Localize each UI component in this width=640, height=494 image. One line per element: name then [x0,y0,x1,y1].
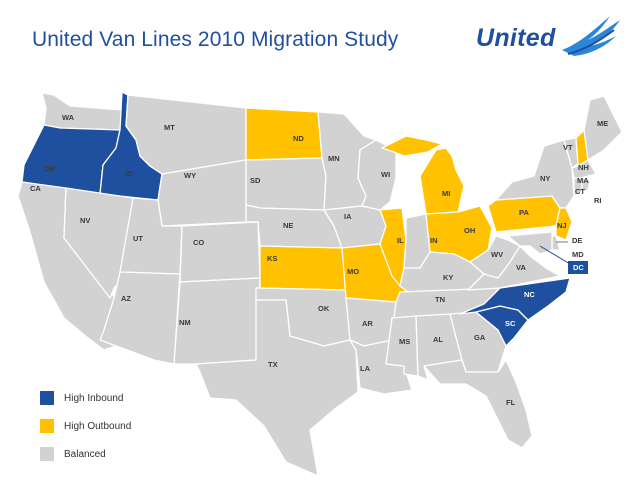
label-ND: ND [293,134,304,143]
label-DE: DE [572,236,582,245]
label-NC: NC [524,290,535,299]
label-IA: IA [344,212,352,221]
label-MD: MD [572,250,584,259]
label-RI: RI [594,196,602,205]
label-OR: OR [44,164,56,173]
label-WY: WY [184,171,196,180]
state-DC [568,261,588,274]
label-TN: TN [435,295,445,304]
state-RI [581,177,591,193]
state-KS [259,245,347,291]
legend-item-inbound: High Inbound [40,384,131,412]
label-SD: SD [250,176,261,185]
state-CO [179,221,261,283]
label-PA: PA [519,208,529,217]
label-SC: SC [505,319,516,328]
state-WA [41,92,123,131]
state-DE [551,235,561,251]
label-WA: WA [62,113,75,122]
label-NY: NY [540,174,550,183]
label-DC: DC [573,263,584,272]
legend-swatch [40,447,54,461]
label-WI: WI [381,170,390,179]
label-NJ: NJ [557,221,567,230]
label-MA: MA [577,176,589,185]
state-WY [157,159,247,227]
label-LA: LA [360,364,371,373]
label-NM: NM [179,318,191,327]
state-NJ [555,207,573,241]
label-MS: MS [399,337,410,346]
legend-swatch [40,391,54,405]
label-VT: VT [563,143,573,152]
state-NC [459,277,571,321]
label-MI: MI [442,189,450,198]
legend-swatch [40,419,54,433]
state-MD [507,231,553,255]
label-GA: GA [474,333,486,342]
label-AL: AL [433,335,443,344]
label-CA: CA [30,184,41,193]
label-KY: KY [443,273,453,282]
state-ME [583,95,623,161]
label-CT: CT [575,187,585,196]
label-MO: MO [347,267,359,276]
legend-label: High Inbound [64,392,124,404]
legend-item-outbound: High Outbound [40,412,131,440]
legend-label: High Outbound [64,420,132,432]
state-WI [357,139,397,211]
label-MN: MN [328,154,340,163]
label-ME: ME [597,119,608,128]
label-NH: NH [578,163,589,172]
state-MI-UP [381,135,443,157]
map-title: United Van Lines 2010 Migration Study [32,28,399,51]
label-TX: TX [268,360,278,369]
label-VA: VA [516,263,526,272]
eagle-wing-icon [562,16,620,56]
state-TX [195,299,359,477]
label-AZ: AZ [121,294,131,303]
state-FL [423,359,533,449]
state-LA [349,339,413,395]
state-MI [419,147,465,215]
label-OK: OK [318,304,330,313]
label-FL: FL [506,398,516,407]
label-ID: ID [125,169,133,178]
label-CO: CO [193,238,204,247]
dc-leader-line [539,245,571,265]
logo-wordmark: United [476,24,556,52]
label-OH: OH [464,226,475,235]
label-MT: MT [164,123,175,132]
label-WV: WV [491,250,503,259]
label-KS: KS [267,254,277,263]
label-IN: IN [430,236,438,245]
label-AR: AR [362,319,373,328]
label-NV: NV [80,216,90,225]
label-NE: NE [283,221,293,230]
state-ND [245,107,323,161]
legend-label: Balanced [64,448,106,460]
label-IL: IL [397,236,404,245]
label-UT: UT [133,234,143,243]
legend: High Inbound High Outbound Balanced [40,384,131,468]
legend-item-balanced: Balanced [40,440,131,468]
